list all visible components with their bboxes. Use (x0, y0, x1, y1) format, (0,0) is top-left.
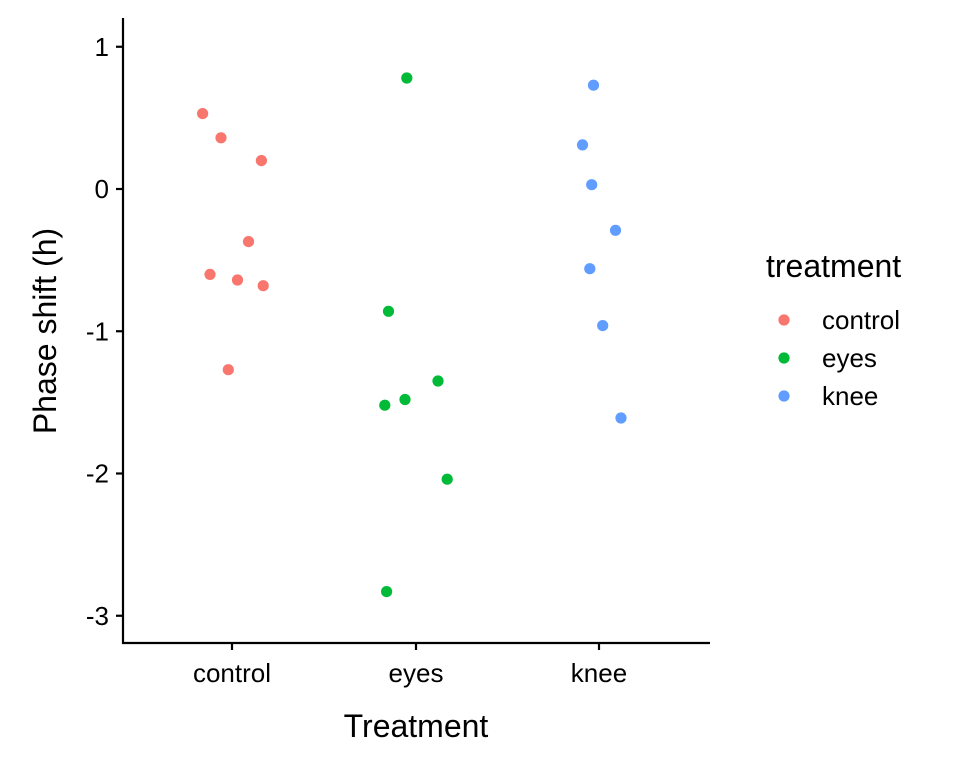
x-axis-title: Treatment (344, 708, 489, 744)
data-point-eyes (381, 586, 393, 598)
legend-title: treatment (766, 248, 901, 284)
y-tick-label: 1 (95, 32, 109, 62)
data-point-eyes (382, 305, 395, 317)
legend-item-control: control (778, 305, 900, 335)
legend-swatch (778, 390, 790, 402)
data-point-eyes (401, 72, 413, 84)
legend-label: knee (822, 381, 878, 411)
data-point-control (242, 236, 255, 248)
y-axis-title: Phase shift (h) (27, 228, 63, 434)
data-point-control (215, 132, 227, 144)
y-tick-label: 0 (95, 174, 109, 204)
data-point-control (255, 155, 267, 167)
data-point-control (257, 280, 269, 292)
data-point-control (204, 268, 216, 280)
data-point-control (231, 274, 244, 286)
data-point-eyes (399, 393, 411, 406)
data-point-knee (615, 412, 627, 424)
legend-swatch (778, 352, 790, 364)
legend: treatment control eyes knee (766, 248, 901, 411)
x-tick-label: control (193, 658, 271, 688)
data-points (197, 72, 627, 598)
legend-label: eyes (822, 343, 877, 373)
data-point-eyes (432, 375, 444, 387)
data-point-eyes (441, 473, 453, 485)
legend-label: control (822, 305, 900, 335)
x-axis: control eyes knee (122, 641, 710, 688)
y-tick-label: -3 (86, 601, 109, 631)
data-point-control (222, 364, 234, 376)
y-axis: 1 0 -1 -2 -3 (86, 18, 125, 644)
data-point-knee (609, 224, 622, 236)
data-point-knee (586, 179, 598, 191)
legend-item-eyes: eyes (778, 343, 877, 373)
data-point-knee (587, 79, 600, 91)
data-point-knee (576, 139, 589, 151)
x-tick-label: eyes (389, 658, 444, 688)
y-tick-label: -1 (86, 316, 109, 346)
x-tick-label: knee (571, 658, 627, 688)
data-point-eyes (379, 399, 391, 411)
legend-swatch (778, 314, 790, 326)
y-tick-label: -2 (86, 459, 109, 489)
data-point-knee (584, 263, 596, 275)
data-point-knee (597, 320, 609, 332)
data-point-control (197, 108, 209, 120)
legend-item-knee: knee (778, 381, 878, 411)
